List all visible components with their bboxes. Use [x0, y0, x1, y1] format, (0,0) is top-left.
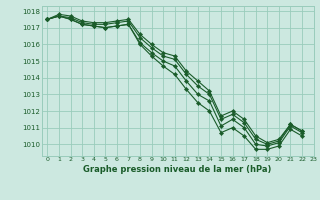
X-axis label: Graphe pression niveau de la mer (hPa): Graphe pression niveau de la mer (hPa): [84, 165, 272, 174]
